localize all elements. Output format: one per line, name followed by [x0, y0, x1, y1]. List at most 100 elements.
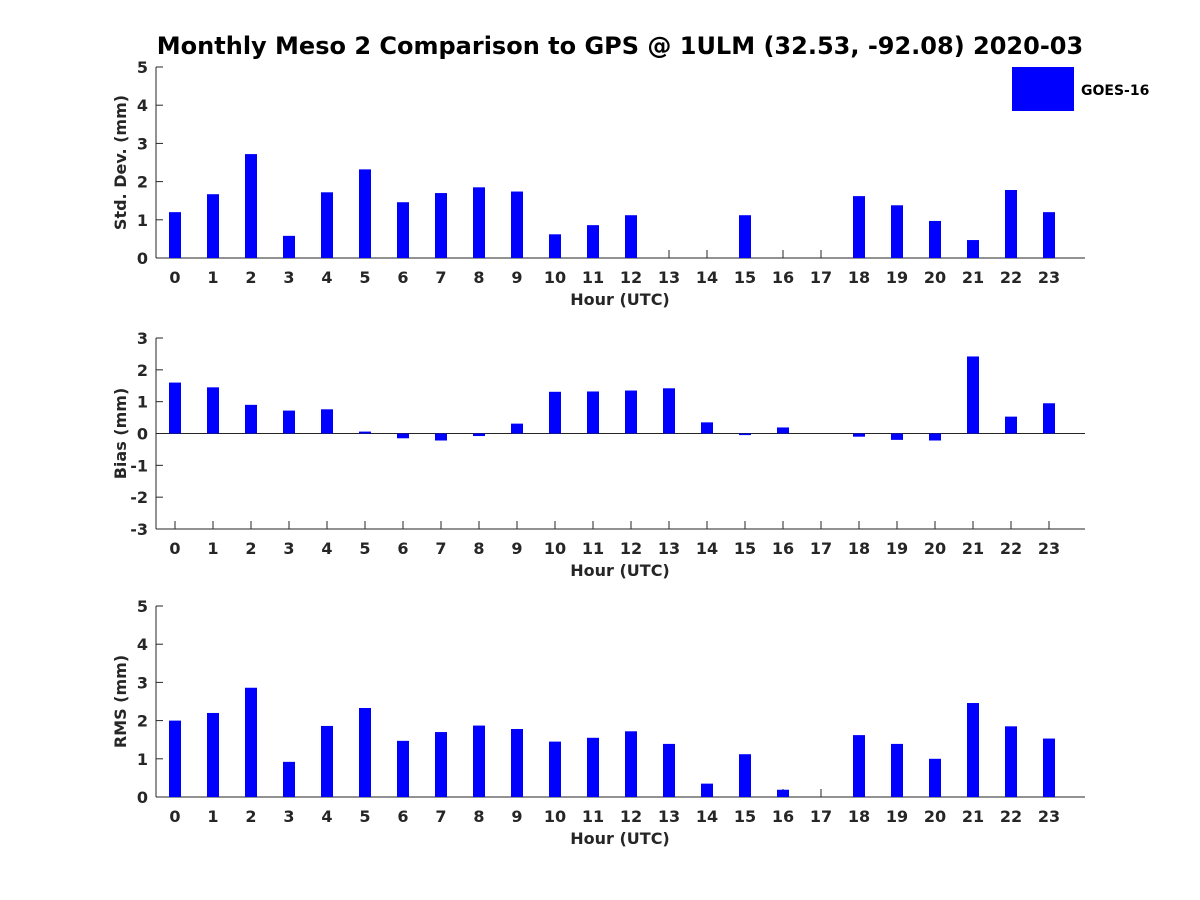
bar — [853, 196, 865, 258]
bar — [1005, 726, 1017, 797]
x-tick-label: 5 — [359, 539, 370, 558]
x-tick-label: 15 — [734, 807, 756, 826]
x-tick-label: 13 — [658, 268, 680, 287]
x-tick-label: 9 — [511, 268, 522, 287]
bar — [397, 740, 409, 797]
x-tick-label: 20 — [924, 268, 946, 287]
x-tick-label: 1 — [207, 807, 218, 826]
x-axis-label: Hour (UTC) — [570, 561, 670, 580]
x-tick-label: 21 — [962, 268, 984, 287]
x-tick-label: 6 — [397, 807, 408, 826]
bar — [321, 409, 333, 434]
bar — [245, 154, 257, 258]
x-tick-label: 18 — [848, 807, 870, 826]
x-tick-label: 0 — [169, 268, 180, 287]
x-tick-label: 23 — [1038, 807, 1060, 826]
y-axis-label: RMS (mm) — [111, 655, 130, 748]
bar — [739, 433, 751, 436]
x-tick-label: 21 — [962, 539, 984, 558]
bar — [283, 235, 295, 258]
bar — [777, 427, 789, 434]
x-tick-label: 19 — [886, 268, 908, 287]
bar — [511, 191, 523, 258]
bar — [891, 205, 903, 258]
y-tick-label: 5 — [137, 58, 148, 77]
y-tick-label: 1 — [137, 393, 148, 412]
x-tick-label: 18 — [848, 539, 870, 558]
bar — [663, 743, 675, 797]
bar — [359, 169, 371, 258]
x-tick-label: 10 — [544, 807, 566, 826]
bar — [549, 741, 561, 797]
bar — [625, 731, 637, 797]
x-tick-label: 14 — [696, 268, 718, 287]
x-tick-label: 12 — [620, 807, 642, 826]
x-tick-label: 6 — [397, 268, 408, 287]
x-tick-label: 22 — [1000, 268, 1022, 287]
bar — [549, 391, 561, 434]
x-tick-label: 20 — [924, 539, 946, 558]
x-tick-label: 0 — [169, 807, 180, 826]
x-tick-label: 22 — [1000, 807, 1022, 826]
bar — [321, 192, 333, 258]
x-tick-label: 15 — [734, 539, 756, 558]
bar — [701, 422, 713, 434]
x-tick-label: 4 — [321, 807, 332, 826]
bar — [359, 431, 371, 434]
bar — [321, 725, 333, 797]
bar — [929, 433, 941, 441]
bar — [625, 390, 637, 434]
bar — [169, 212, 181, 258]
bar — [967, 703, 979, 797]
y-tick-label: 3 — [137, 673, 148, 692]
x-tick-label: 7 — [435, 268, 446, 287]
x-tick-label: 13 — [658, 807, 680, 826]
bar — [663, 388, 675, 434]
bar — [359, 707, 371, 797]
x-tick-label: 13 — [658, 539, 680, 558]
x-tick-label: 3 — [283, 268, 294, 287]
y-axis-label: Bias (mm) — [111, 388, 130, 480]
y-tick-label: 2 — [137, 361, 148, 380]
x-tick-label: 19 — [886, 807, 908, 826]
x-tick-label: 1 — [207, 268, 218, 287]
y-tick-label: 1 — [137, 750, 148, 769]
bar — [1005, 190, 1017, 258]
x-tick-label: 12 — [620, 268, 642, 287]
y-tick-label: 2 — [137, 173, 148, 192]
bar — [891, 743, 903, 797]
x-tick-label: 17 — [810, 539, 832, 558]
bar — [739, 215, 751, 258]
bar — [967, 356, 979, 434]
bar — [929, 758, 941, 797]
bar — [511, 423, 523, 434]
bar — [853, 735, 865, 797]
x-tick-label: 21 — [962, 807, 984, 826]
bar — [169, 720, 181, 797]
x-tick-label: 9 — [511, 807, 522, 826]
bar — [397, 433, 409, 439]
x-tick-label: 16 — [772, 807, 794, 826]
x-tick-label: 22 — [1000, 539, 1022, 558]
bar — [169, 382, 181, 434]
y-tick-label: 5 — [137, 597, 148, 616]
x-tick-label: 6 — [397, 539, 408, 558]
bar — [245, 404, 257, 434]
x-tick-label: 9 — [511, 539, 522, 558]
x-tick-label: 0 — [169, 539, 180, 558]
bar — [207, 194, 219, 258]
x-tick-label: 17 — [810, 807, 832, 826]
y-tick-label: 4 — [137, 96, 148, 115]
bar — [967, 240, 979, 258]
y-tick-label: 4 — [137, 635, 148, 654]
x-tick-label: 2 — [245, 807, 256, 826]
bar — [587, 737, 599, 797]
bar — [207, 712, 219, 797]
bar — [473, 187, 485, 258]
x-tick-label: 16 — [772, 268, 794, 287]
x-tick-label: 4 — [321, 539, 332, 558]
x-tick-label: 16 — [772, 539, 794, 558]
x-tick-label: 15 — [734, 268, 756, 287]
bar — [1043, 738, 1055, 797]
